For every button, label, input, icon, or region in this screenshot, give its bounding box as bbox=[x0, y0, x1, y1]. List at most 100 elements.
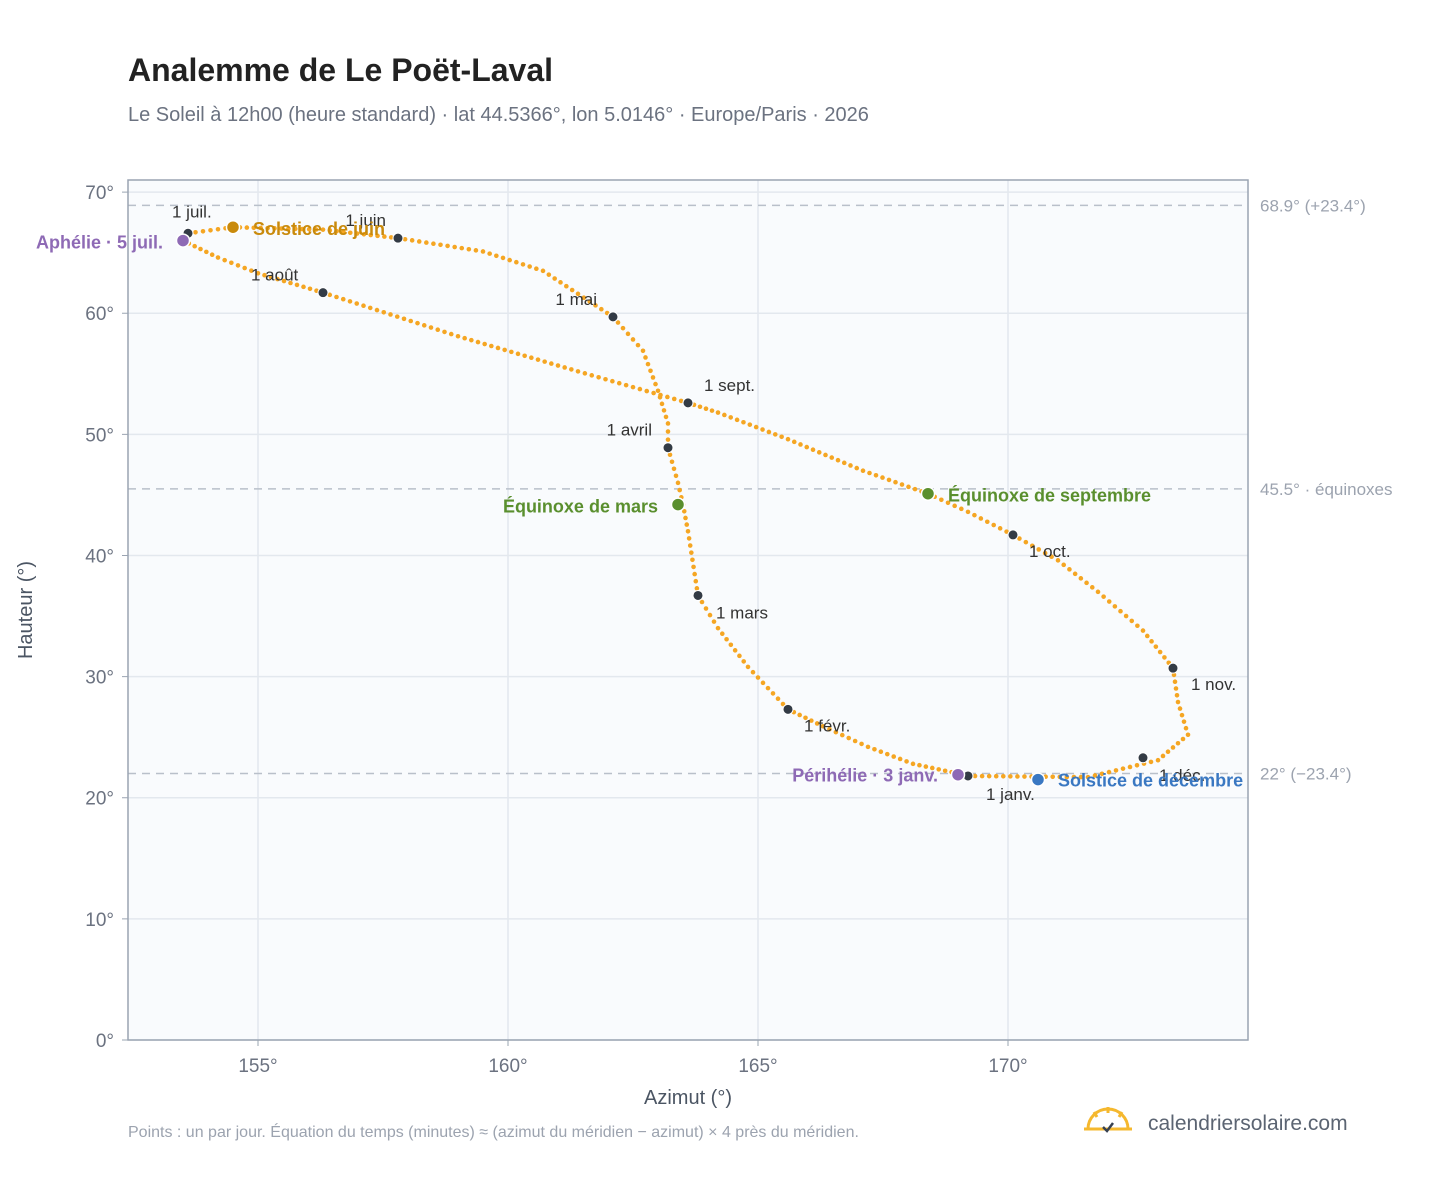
day-point bbox=[1022, 774, 1027, 779]
day-point bbox=[766, 429, 772, 435]
day-point bbox=[1153, 644, 1159, 649]
brand[interactable]: calendriersolaire.com bbox=[1082, 1104, 1348, 1144]
day-point bbox=[694, 586, 700, 591]
y-axis-ticks: 0° 10° 20° 30° 40° 50° 60° 70° bbox=[85, 183, 128, 1052]
day-point bbox=[549, 361, 554, 366]
month-marker-label: 1 juil. bbox=[172, 202, 212, 221]
day-point bbox=[416, 239, 422, 244]
day-point bbox=[854, 465, 860, 471]
day-point bbox=[829, 455, 835, 460]
day-point bbox=[575, 291, 581, 297]
event-marker bbox=[920, 486, 936, 501]
day-point bbox=[711, 619, 717, 624]
day-point bbox=[991, 522, 997, 528]
day-point bbox=[306, 226, 312, 232]
day-point bbox=[1118, 608, 1123, 614]
day-point bbox=[1181, 719, 1187, 724]
day-point bbox=[750, 669, 756, 675]
day-point bbox=[1123, 613, 1129, 619]
event-label: Solstice de décembre bbox=[1058, 771, 1243, 791]
day-point bbox=[978, 516, 984, 521]
day-point bbox=[424, 240, 429, 245]
day-point bbox=[979, 773, 985, 779]
month-marker bbox=[1137, 752, 1149, 764]
day-point bbox=[581, 295, 587, 300]
day-point bbox=[1173, 686, 1179, 691]
day-point bbox=[803, 715, 808, 721]
day-point bbox=[388, 235, 394, 240]
day-point bbox=[719, 631, 725, 637]
day-point bbox=[307, 286, 313, 292]
day-point bbox=[495, 345, 501, 351]
day-point bbox=[1085, 774, 1091, 780]
day-point bbox=[630, 384, 636, 390]
day-point bbox=[198, 246, 203, 252]
day-point bbox=[1015, 774, 1020, 779]
reference-line-label: 22° (−23.4°) bbox=[1260, 765, 1352, 784]
day-point bbox=[500, 255, 506, 261]
day-point bbox=[527, 264, 532, 269]
day-point bbox=[452, 244, 457, 250]
day-point bbox=[659, 401, 665, 407]
day-point bbox=[741, 419, 746, 425]
day-point bbox=[242, 265, 247, 271]
month-marker-label: 1 déc. bbox=[1159, 766, 1205, 785]
day-point bbox=[637, 386, 643, 392]
day-point bbox=[644, 388, 650, 394]
day-point bbox=[1092, 773, 1098, 778]
day-point bbox=[640, 348, 646, 354]
x-tick-label: 165° bbox=[738, 1056, 777, 1077]
reference-lines: 68.9° (+23.4°) 45.5° · équinoxes 22° (−23.… bbox=[128, 196, 1393, 784]
y-axis-title: Hauteur (°) bbox=[15, 561, 37, 659]
day-point bbox=[480, 249, 486, 254]
month-marker bbox=[317, 287, 329, 299]
day-point bbox=[775, 696, 781, 702]
day-point bbox=[1017, 536, 1022, 541]
day-point bbox=[772, 432, 778, 437]
day-point bbox=[469, 337, 474, 343]
day-point bbox=[1029, 543, 1035, 549]
day-point bbox=[1185, 732, 1191, 738]
day-point bbox=[645, 361, 651, 367]
month-marker-label: 1 sept. bbox=[704, 376, 755, 395]
day-point bbox=[906, 484, 911, 490]
day-point bbox=[347, 299, 353, 304]
day-point bbox=[555, 363, 561, 368]
x-tick-label: 170° bbox=[988, 1056, 1027, 1077]
day-point bbox=[540, 268, 546, 274]
day-point bbox=[1140, 628, 1146, 633]
y-tick-label: 30° bbox=[85, 668, 114, 689]
day-point bbox=[683, 515, 688, 521]
day-point bbox=[893, 479, 898, 485]
day-point bbox=[534, 266, 539, 271]
day-point bbox=[529, 355, 534, 361]
day-point bbox=[1089, 585, 1095, 590]
day-point bbox=[653, 381, 658, 387]
month-marker bbox=[692, 589, 704, 601]
day-point bbox=[489, 343, 494, 349]
day-point bbox=[1175, 740, 1181, 746]
day-point bbox=[229, 260, 234, 266]
day-point bbox=[650, 375, 656, 380]
day-point bbox=[779, 434, 784, 440]
y-tick-label: 70° bbox=[85, 183, 114, 204]
day-point bbox=[587, 299, 592, 304]
day-point bbox=[878, 749, 884, 755]
day-point bbox=[709, 408, 715, 413]
day-point bbox=[459, 245, 465, 251]
event-label: Équinoxe de septembre bbox=[948, 485, 1151, 506]
day-point bbox=[367, 305, 373, 311]
chart-title: Analemme de Le Poët-Laval bbox=[128, 52, 554, 88]
day-point bbox=[435, 327, 441, 333]
day-point bbox=[535, 357, 541, 362]
day-point bbox=[848, 463, 853, 468]
day-point bbox=[886, 477, 892, 483]
day-point bbox=[320, 227, 326, 232]
day-point bbox=[462, 335, 467, 341]
chart-subtitle: Le Soleil à 12h00 (heure standard) · lat… bbox=[128, 104, 869, 126]
month-marker bbox=[662, 442, 674, 454]
event-marker bbox=[1030, 772, 1046, 787]
day-point bbox=[804, 444, 810, 450]
y-tick-label: 40° bbox=[85, 546, 114, 567]
day-point bbox=[899, 482, 905, 487]
